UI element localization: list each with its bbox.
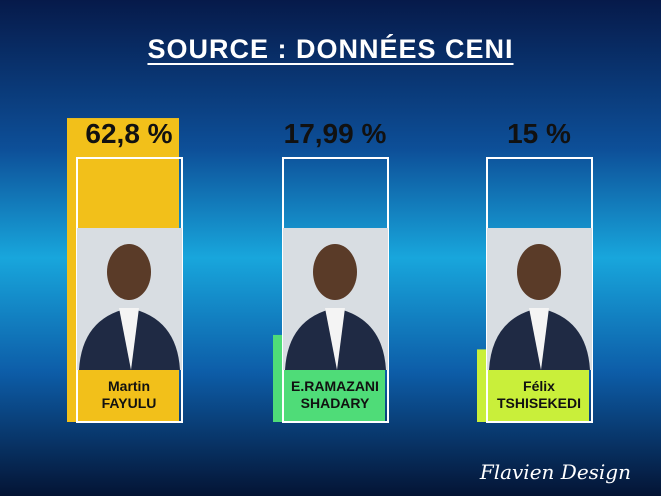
photo-shirt	[529, 308, 549, 370]
photo-head	[313, 244, 357, 300]
photo-shirt	[119, 308, 139, 370]
value-label: 15 %	[507, 118, 571, 149]
category-label: Félix TSHISEKEDI	[496, 378, 581, 411]
category-label: Martin FAYULU	[101, 378, 157, 411]
value-label: 62,8 %	[85, 118, 173, 149]
value-label: 17,99 %	[283, 118, 387, 149]
photo-head	[107, 244, 151, 300]
watermark: Flavien Design	[479, 460, 631, 484]
chart-title: SOURCE : DONNÉES CENI	[147, 34, 514, 64]
photo-shirt	[325, 308, 345, 370]
category-label: E.RAMAZANI SHADARY	[291, 378, 379, 411]
photo-head	[517, 244, 561, 300]
